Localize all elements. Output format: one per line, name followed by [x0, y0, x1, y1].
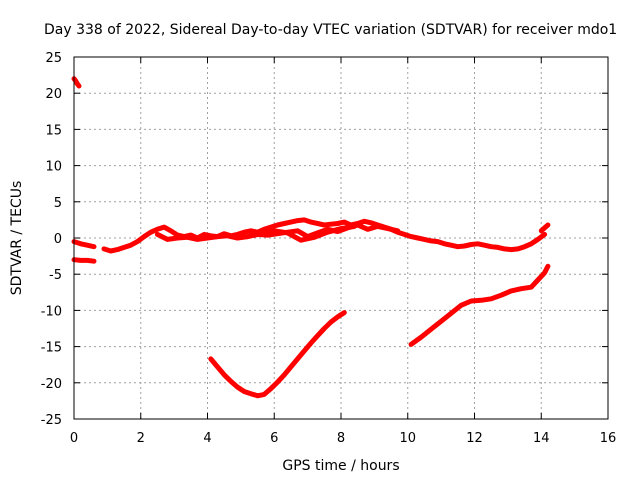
x-tick-label: 10 [399, 431, 416, 446]
y-tick-label: 25 [45, 51, 62, 66]
x-tick-label: 4 [203, 431, 211, 446]
y-tick-label: 5 [54, 196, 62, 211]
x-tick-label: 16 [600, 431, 617, 446]
series-line-segment-g [538, 222, 551, 234]
series-line-segment-b [71, 239, 97, 250]
y-tick-label: -15 [41, 341, 62, 356]
ticks: 0 2 4 6 8 10 12 14 16 -25 -20 -15 -10 -5 0 5 10 15 20 25 [41, 51, 617, 446]
series-layer [71, 76, 551, 399]
y-tick-label: 15 [45, 123, 62, 138]
x-tick-label: 6 [270, 431, 278, 446]
y-tick-label: -5 [49, 268, 62, 283]
x-tick-label: 8 [337, 431, 345, 446]
y-tick-label: 20 [45, 87, 62, 102]
x-tick-label: 2 [137, 431, 145, 446]
x-tick-label: 12 [466, 431, 483, 446]
series-line-segment-a [71, 76, 82, 89]
series-line-segment-c [71, 257, 97, 264]
y-tick-label: -25 [41, 413, 62, 428]
chart-title: Day 338 of 2022, Sidereal Day-to-day VTE… [44, 22, 617, 38]
y-tick-label: 10 [45, 160, 62, 175]
series-line-segment-i [408, 263, 551, 347]
series-line-segment-d [101, 217, 548, 254]
grid [74, 57, 608, 419]
x-tick-label: 0 [70, 431, 78, 446]
x-axis-label: GPS time / hours [282, 458, 399, 474]
y-tick-label: -20 [41, 377, 62, 392]
y-axis-label: SDTVAR / TECUs [9, 181, 25, 296]
series-line-segment-f [245, 223, 357, 243]
x-tick-label: 14 [533, 431, 550, 446]
y-tick-label: 0 [54, 232, 62, 247]
series-line-segment-h [208, 310, 347, 399]
y-tick-label: -10 [41, 304, 62, 319]
